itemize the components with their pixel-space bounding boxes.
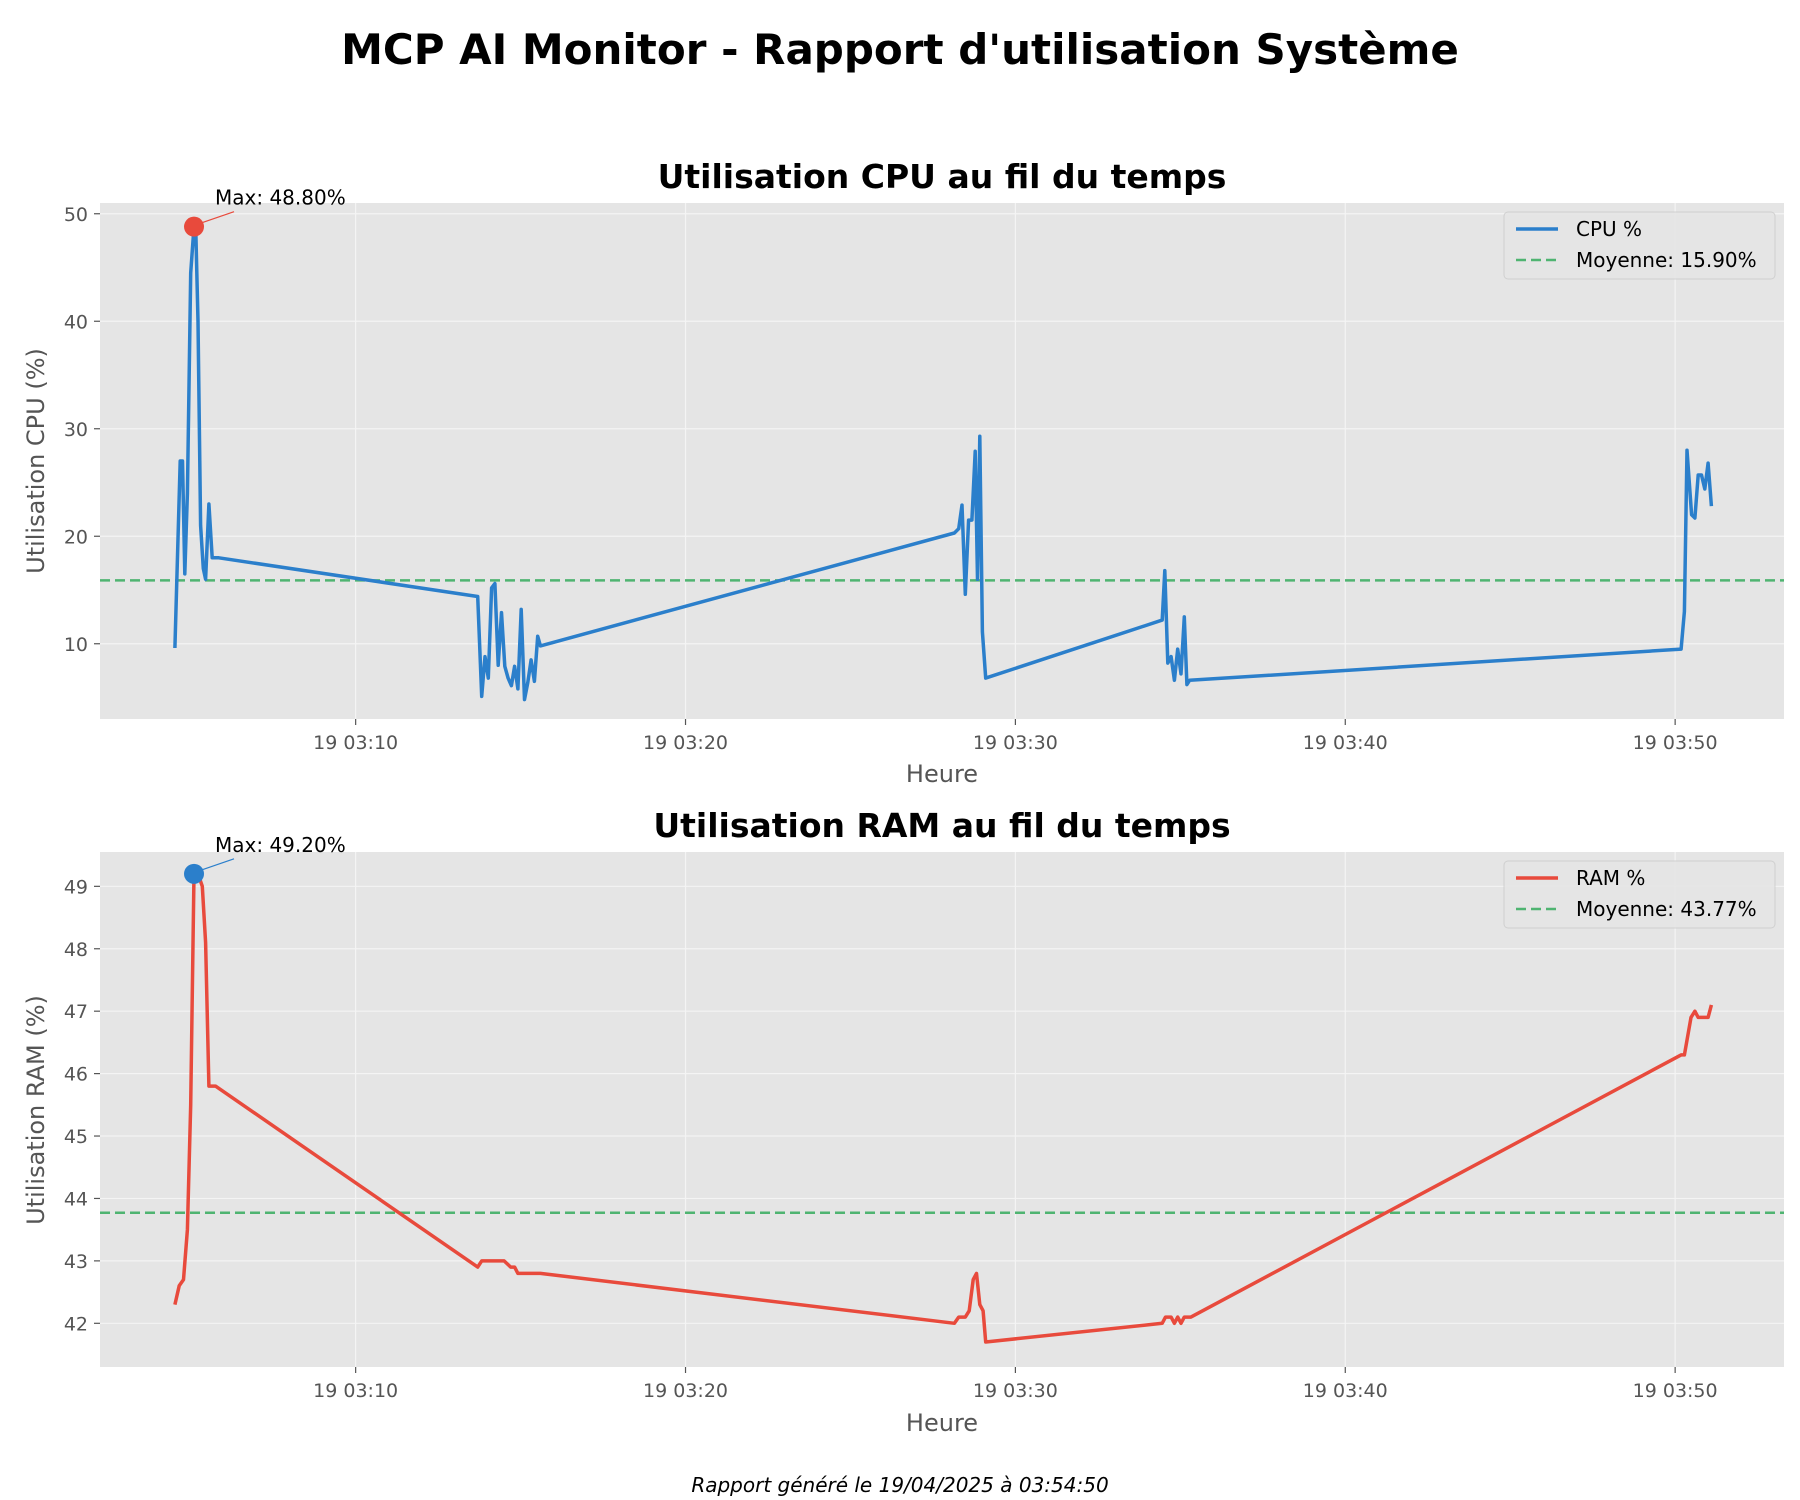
ram-y-tick-label-3: 45: [64, 1126, 88, 1148]
ram-legend-label-mean: Moyenne: 43.77%: [1576, 897, 1757, 921]
cpu-y-axis-label: Utilisation CPU (%): [22, 348, 50, 574]
cpu-y-axis: 10 20 30 40 50: [64, 204, 100, 656]
cpu-legend-box: [1503, 211, 1776, 280]
cpu-x-tick-label-1: 19 03:20: [643, 732, 728, 754]
cpu-legend-label-cpu: CPU %: [1576, 217, 1642, 241]
ram-grid: [100, 852, 1784, 1367]
ram-legend-box: [1503, 860, 1776, 929]
cpu-y-tick-label-1: 20: [64, 526, 88, 548]
ram-y-tick-label-5: 47: [64, 1001, 88, 1023]
ram-x-tick-label-1: 19 03:20: [643, 1380, 728, 1402]
cpu-x-tick-label-2: 19 03:30: [973, 732, 1058, 754]
ram-x-tick-label-4: 19 03:50: [1633, 1380, 1718, 1402]
cpu-x-tick-label-3: 19 03:40: [1303, 732, 1388, 754]
ram-y-axis: 42 43 44 45 46 47 48 49: [64, 876, 100, 1335]
cpu-series-line: [173, 224, 1714, 702]
ram-x-tick-label-3: 19 03:40: [1303, 1380, 1388, 1402]
cpu-y-tick-label-4: 50: [64, 204, 88, 226]
cpu-legend: CPU % Moyenne: 15.90%: [1503, 211, 1776, 280]
ram-y-tick-label-4: 46: [64, 1064, 88, 1086]
ram-y-axis-label: Utilisation RAM (%): [22, 995, 50, 1225]
ram-max-arrow: [201, 858, 235, 871]
cpu-x-axis: 19 03:10 19 03:20 19 03:30 19 03:40 19 03:50: [313, 719, 1718, 754]
ram-chart: Utilisation RAM au fil du temps 42 43 44 45…: [22, 806, 1784, 1437]
ram-series-line: [173, 872, 1714, 1344]
cpu-x-tick-label-4: 19 03:50: [1633, 732, 1718, 754]
ram-plot-area: [100, 852, 1784, 1367]
ram-y-tick-label-7: 49: [64, 876, 88, 898]
cpu-max-annotation: Max: 48.80%: [184, 186, 346, 237]
report-footer: Rapport généré le 19/04/2025 à 03:54:50: [691, 1473, 1108, 1497]
report-title: MCP AI Monitor - Rapport d'utilisation S…: [341, 25, 1459, 74]
cpu-y-tick-label-0: 10: [64, 634, 88, 656]
ram-max-marker: [184, 863, 205, 884]
cpu-x-tick-label-0: 19 03:10: [313, 732, 398, 754]
cpu-y-tick-label-3: 40: [64, 311, 88, 333]
ram-x-axis: 19 03:10 19 03:20 19 03:30 19 03:40 19 03:50: [313, 1367, 1718, 1402]
cpu-max-arrow: [201, 211, 235, 224]
ram-chart-title: Utilisation RAM au fil du temps: [653, 806, 1230, 845]
ram-y-tick-label-1: 43: [64, 1251, 88, 1273]
cpu-x-axis-label: Heure: [906, 760, 978, 788]
ram-y-tick-label-0: 42: [64, 1313, 88, 1335]
ram-x-tick-label-0: 19 03:10: [313, 1380, 398, 1402]
cpu-y-tick-label-2: 30: [64, 419, 88, 441]
cpu-plot-area: [100, 203, 1784, 719]
cpu-max-label: Max: 48.80%: [215, 186, 346, 210]
ram-x-axis-label: Heure: [906, 1409, 978, 1437]
cpu-legend-label-mean: Moyenne: 15.90%: [1576, 248, 1757, 272]
ram-max-annotation: Max: 49.20%: [184, 833, 346, 884]
ram-x-tick-label-2: 19 03:30: [973, 1380, 1058, 1402]
ram-legend: RAM % Moyenne: 43.77%: [1503, 860, 1776, 929]
ram-y-tick-label-6: 48: [64, 939, 88, 961]
cpu-chart-title: Utilisation CPU au fil du temps: [658, 157, 1227, 196]
ram-legend-label-ram: RAM %: [1576, 866, 1645, 890]
ram-y-tick-label-2: 44: [64, 1188, 88, 1210]
ram-max-label: Max: 49.20%: [215, 833, 346, 857]
cpu-chart: Utilisation CPU au fil du temps 10 20 30 40…: [22, 157, 1784, 788]
cpu-grid: [100, 203, 1784, 719]
cpu-max-marker: [184, 216, 205, 237]
